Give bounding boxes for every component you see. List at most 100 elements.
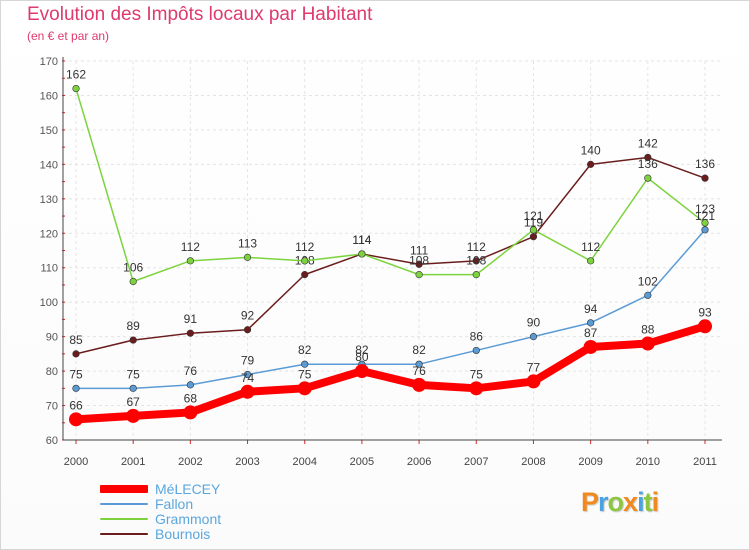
data-label: 75 <box>127 367 141 381</box>
data-point <box>301 271 309 279</box>
y-tick-label: 130 <box>40 194 58 206</box>
data-label: 85 <box>69 333 83 347</box>
y-tick-label: 150 <box>40 125 58 137</box>
y-tick-label: 160 <box>40 90 58 102</box>
data-point <box>129 384 137 392</box>
data-label: 136 <box>638 157 658 171</box>
data-label: 76 <box>184 364 198 378</box>
data-point <box>301 257 309 265</box>
y-tick-label: 110 <box>40 263 58 275</box>
series-line-fallon <box>75 229 706 390</box>
data-label: 88 <box>641 323 655 337</box>
x-tick-label: 2000 <box>64 456 88 468</box>
series-line-bournois <box>75 156 706 355</box>
y-tick-label: 120 <box>40 228 58 240</box>
data-point <box>587 319 595 327</box>
data-point <box>698 319 712 334</box>
x-tick-label: 2005 <box>350 456 374 468</box>
logo-letter: t <box>643 487 653 517</box>
series-line-grammont <box>75 87 706 283</box>
logo-letter: r <box>598 487 608 517</box>
data-point <box>240 384 255 399</box>
y-tick-label: 170 <box>40 56 58 68</box>
x-tick-label: 2011 <box>693 456 717 468</box>
logo-letter: x <box>623 487 638 517</box>
data-point <box>644 291 652 299</box>
chart-subtitle: (en € et par an) <box>27 29 110 43</box>
x-tick-label: 2001 <box>121 456 145 468</box>
data-point <box>644 153 652 162</box>
data-point <box>644 174 652 182</box>
data-label: 87 <box>584 326 598 340</box>
data-label: 106 <box>123 261 143 275</box>
data-point <box>469 381 484 396</box>
data-point <box>472 257 480 265</box>
chart-title: Evolution des Impôts locaux par Habitant <box>27 4 373 25</box>
data-label: 121 <box>695 209 715 223</box>
data-point <box>529 226 538 234</box>
data-point <box>529 233 538 241</box>
data-label: 80 <box>355 350 369 364</box>
legend-swatch-fallon <box>100 503 148 505</box>
data-label: 108 <box>466 254 486 268</box>
data-point <box>72 84 80 93</box>
data-label: 82 <box>298 343 312 357</box>
data-point <box>701 174 709 182</box>
data-label: 114 <box>352 233 371 247</box>
data-point <box>243 370 252 379</box>
legend-label-melecey: MéLECEY <box>155 481 221 497</box>
data-label: 89 <box>127 319 141 333</box>
data-point <box>243 326 252 334</box>
data-label: 77 <box>527 360 541 374</box>
data-label: 90 <box>527 316 541 330</box>
data-label: 108 <box>409 254 429 268</box>
x-tick-label: 2008 <box>521 456 545 468</box>
data-point <box>297 381 312 396</box>
data-label: 112 <box>295 240 314 254</box>
data-label: 112 <box>581 240 600 254</box>
data-label: 112 <box>467 240 486 254</box>
data-point <box>526 374 541 389</box>
data-label: 76 <box>412 364 426 378</box>
data-point <box>69 412 83 427</box>
data-label: 82 <box>412 343 426 357</box>
legend-swatch-bournois <box>100 533 148 535</box>
data-label: 136 <box>695 157 715 171</box>
data-label: 75 <box>470 367 484 381</box>
data-label: 162 <box>66 68 86 82</box>
data-label: 114 <box>352 233 371 247</box>
x-tick-label: 2007 <box>464 456 488 468</box>
data-point <box>415 260 423 268</box>
data-label: 140 <box>581 143 601 157</box>
y-tick-label: 70 <box>46 401 58 413</box>
proxiti-logo: Proxiti <box>581 487 659 518</box>
logo-letter: i <box>637 487 644 517</box>
data-point <box>412 377 427 392</box>
y-tick-label: 60 <box>46 435 58 447</box>
logo-letter: i <box>651 487 659 517</box>
data-label: 79 <box>241 354 255 368</box>
y-tick-label: 140 <box>40 159 58 171</box>
data-point <box>415 360 423 368</box>
data-label: 123 <box>695 202 715 216</box>
data-point <box>186 381 194 389</box>
data-label: 119 <box>524 216 543 230</box>
data-point <box>415 271 423 279</box>
data-label: 86 <box>470 329 484 343</box>
x-tick-label: 2009 <box>578 456 602 468</box>
data-point <box>640 336 655 351</box>
data-label: 142 <box>638 136 658 150</box>
data-label: 94 <box>584 302 598 316</box>
data-label: 91 <box>184 312 198 326</box>
data-point <box>354 364 369 379</box>
x-tick-label: 2006 <box>407 456 431 468</box>
data-point <box>72 350 80 358</box>
data-label: 66 <box>69 398 83 412</box>
y-tick-label: 100 <box>40 297 58 309</box>
y-tick-label: 80 <box>46 366 58 378</box>
x-tick-label: 2010 <box>636 456 660 468</box>
data-point <box>129 336 137 344</box>
